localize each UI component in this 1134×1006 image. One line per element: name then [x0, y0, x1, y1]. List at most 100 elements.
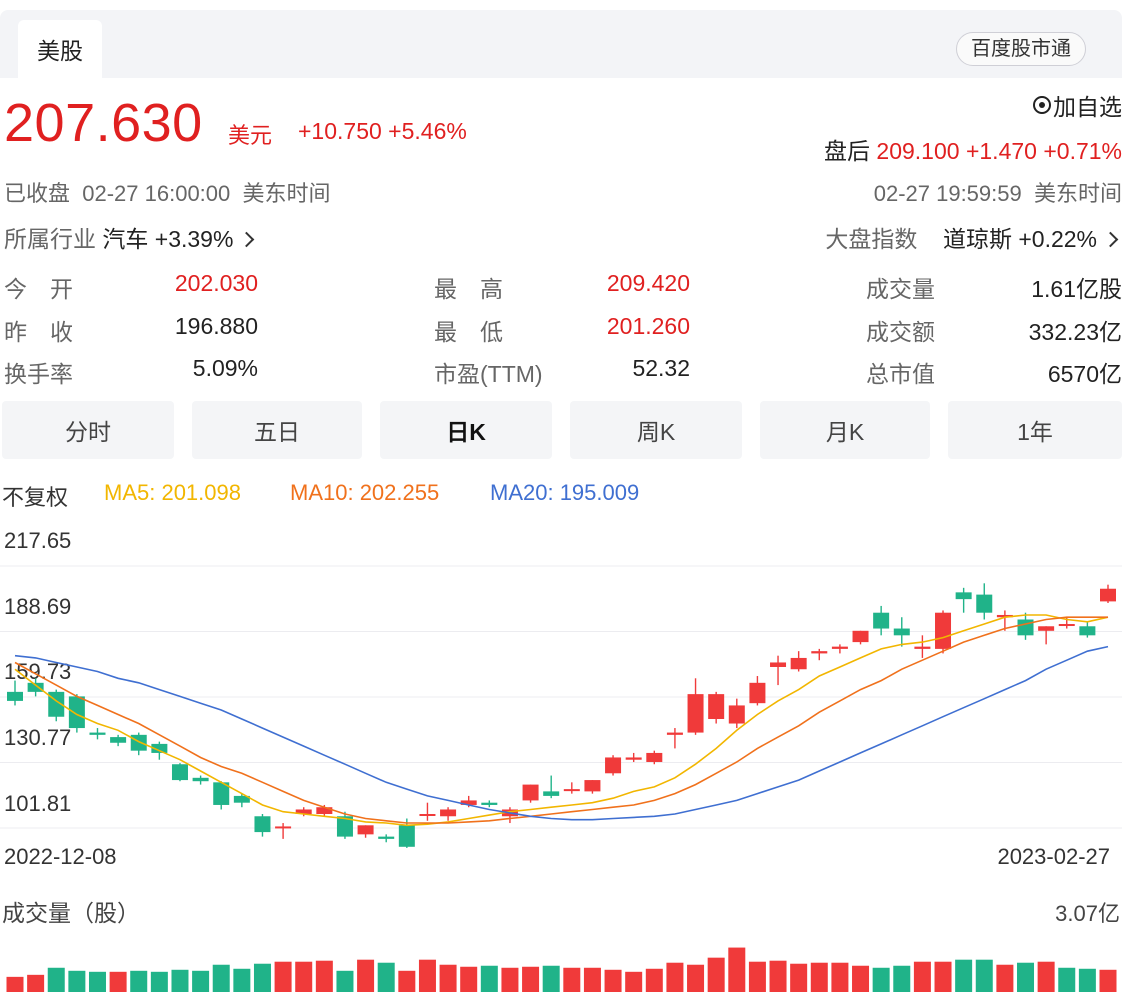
volume-bar: [996, 964, 1014, 992]
stat-label-turnover-rate: 换手率: [4, 361, 73, 387]
volume-bar: [955, 959, 973, 992]
price-change: +10.750 +5.46%: [298, 118, 467, 145]
candle-body: [254, 816, 271, 833]
after-hours-datetime: 02-27 19:59:59: [873, 181, 1022, 206]
ma-line-ma10: [14, 616, 1108, 824]
candle-body: [831, 646, 848, 649]
candle-body: [935, 612, 952, 649]
volume-bar: [604, 969, 622, 992]
adjust-selector[interactable]: 不复权: [2, 485, 69, 510]
tab-intraday[interactable]: 分时: [2, 401, 174, 459]
candle-body: [68, 696, 85, 729]
volume-bar: [769, 960, 787, 992]
volume-bar: [6, 976, 24, 992]
volume-bar: [1017, 962, 1035, 992]
close-status: 已收盘 02-27 16:00:00 美东时间: [4, 176, 331, 208]
after-hours-price: 209.100: [876, 138, 960, 164]
candle-body: [357, 825, 374, 835]
volume-bar: [480, 965, 498, 992]
y-tick-label: 101.81: [4, 791, 72, 816]
candle-body: [976, 594, 993, 613]
tab-daily-k[interactable]: 日K: [380, 401, 552, 459]
stat-label-pe: 市盈(TTM): [434, 361, 543, 387]
volume-bar: [418, 959, 436, 992]
stat-label-prev-close: 昨 收: [4, 319, 73, 345]
candle-body: [563, 789, 580, 792]
volume-bar: [522, 966, 540, 992]
volume-bar: [687, 964, 705, 992]
candle-body: [398, 825, 415, 847]
industry-link[interactable]: 所属行业 汽车 +3.39%: [4, 220, 255, 254]
y-tick-label: 188.69: [4, 594, 72, 619]
stat-label-market-cap: 总市值: [866, 361, 935, 387]
volume-bar: [295, 961, 313, 992]
tab-five-day[interactable]: 五日: [192, 401, 362, 459]
stat-value-turnover-amount: 332.23亿: [1028, 319, 1122, 345]
tab-us-stocks[interactable]: 美股: [18, 20, 102, 78]
volume-title: 成交量（股）: [2, 900, 140, 926]
volume-bar: [1099, 969, 1117, 992]
volume-bar: [748, 961, 766, 992]
volume-bar: [563, 967, 581, 992]
candle-body: [666, 732, 683, 735]
volume-bar: [109, 971, 127, 992]
close-time: 02-27 16:00:00: [82, 181, 231, 206]
stat-value-prev-close: 196.880: [174, 313, 258, 339]
industry-name: 汽车: [102, 226, 149, 252]
stat-value-low: 201.260: [606, 313, 690, 339]
candle-body: [893, 628, 910, 636]
candle-body: [708, 694, 725, 720]
candle-body: [852, 630, 869, 643]
stat-value-pe: 52.32: [632, 355, 690, 381]
volume-bar: [357, 959, 375, 992]
x-start-date: 2022-12-08: [4, 844, 117, 869]
candle-body: [89, 732, 106, 735]
tab-one-year[interactable]: 1年: [948, 401, 1122, 459]
status-text: 已收盘: [4, 181, 71, 206]
ma10-legend: MA10: 202.255: [290, 480, 440, 505]
tab-weekly-k[interactable]: 周K: [570, 401, 742, 459]
candle-body: [171, 764, 188, 781]
index-name: 道琼斯: [942, 226, 1012, 252]
volume-bar: [171, 969, 189, 992]
volume-bar: [192, 970, 210, 992]
candle-body: [646, 752, 663, 762]
volume-bar: [913, 961, 931, 992]
after-hours-timezone: 美东时间: [1033, 181, 1122, 206]
add-watchlist-button[interactable]: 加自选: [1033, 88, 1122, 122]
volume-bar: [27, 974, 45, 992]
last-price: 207.630: [4, 93, 203, 153]
candle-body: [584, 780, 601, 792]
volume-bar: [975, 959, 993, 992]
volume-bar: [68, 970, 86, 992]
stat-value-volume: 1.61亿股: [1031, 276, 1122, 302]
volume-bar: [377, 962, 395, 992]
after-hours-label: 盘后: [824, 138, 871, 164]
ma5-legend: MA5: 201.098: [104, 480, 241, 505]
brand-badge[interactable]: 百度股市通: [956, 32, 1086, 66]
volume-bar: [460, 966, 478, 992]
index-link[interactable]: 大盘指数 道琼斯 +0.22%: [825, 220, 1119, 254]
volume-bar: [233, 968, 251, 992]
volume-bar: [666, 962, 684, 992]
candle-body: [110, 737, 127, 743]
volume-bar: [398, 970, 416, 992]
candle-body: [625, 757, 642, 760]
candle-body: [914, 646, 931, 649]
ma20-legend: MA20: 195.009: [490, 480, 640, 505]
stat-label-open: 今 开: [4, 276, 73, 302]
stat-label-volume: 成交量: [866, 276, 935, 302]
volume-bar: [645, 968, 663, 992]
candle-body: [955, 592, 972, 600]
volume-bar: [893, 965, 911, 992]
tab-monthly-k[interactable]: 月K: [760, 401, 930, 459]
add-circle-icon: [1033, 96, 1051, 114]
candle-body: [1079, 626, 1096, 636]
stat-value-market-cap: 6570亿: [1047, 361, 1122, 387]
volume-bar: [212, 964, 230, 992]
stat-value-turnover-rate: 5.09%: [192, 355, 258, 381]
after-hours-percent: +0.71%: [1043, 138, 1122, 164]
volume-bar: [1078, 968, 1096, 992]
candle-body: [1100, 588, 1116, 602]
